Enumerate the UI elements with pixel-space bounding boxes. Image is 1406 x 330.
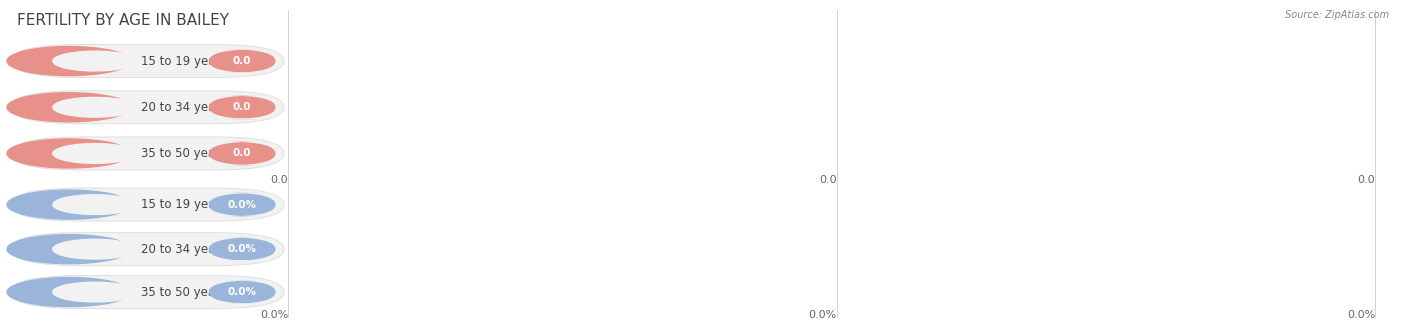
FancyBboxPatch shape — [208, 49, 276, 73]
Circle shape — [7, 235, 131, 264]
Circle shape — [53, 195, 136, 214]
Circle shape — [53, 144, 136, 163]
Circle shape — [53, 51, 136, 71]
Circle shape — [7, 139, 131, 168]
FancyBboxPatch shape — [11, 233, 284, 266]
FancyBboxPatch shape — [208, 237, 276, 261]
Text: 20 to 34 years: 20 to 34 years — [141, 243, 226, 256]
FancyBboxPatch shape — [11, 188, 284, 221]
Text: 0.0%: 0.0% — [260, 310, 288, 320]
Text: 0.0: 0.0 — [233, 148, 252, 158]
Text: 0.0%: 0.0% — [228, 200, 257, 210]
Circle shape — [7, 93, 131, 122]
Circle shape — [53, 97, 136, 117]
Text: 20 to 34 years: 20 to 34 years — [141, 101, 226, 114]
Text: 0.0: 0.0 — [233, 102, 252, 112]
Text: 0.0%: 0.0% — [808, 310, 837, 320]
Circle shape — [7, 47, 131, 76]
Text: 0.0%: 0.0% — [1347, 310, 1375, 320]
Text: Source: ZipAtlas.com: Source: ZipAtlas.com — [1285, 10, 1389, 20]
Circle shape — [53, 239, 136, 259]
Text: 15 to 19 years: 15 to 19 years — [141, 198, 226, 211]
Text: 0.0%: 0.0% — [228, 287, 257, 297]
Text: 0.0: 0.0 — [233, 56, 252, 66]
FancyBboxPatch shape — [208, 280, 276, 304]
Text: 0.0%: 0.0% — [228, 244, 257, 254]
FancyBboxPatch shape — [11, 137, 284, 170]
Circle shape — [53, 282, 136, 302]
Circle shape — [7, 190, 131, 219]
FancyBboxPatch shape — [208, 95, 276, 119]
Text: 35 to 50 years: 35 to 50 years — [141, 285, 226, 299]
Text: 35 to 50 years: 35 to 50 years — [141, 147, 226, 160]
Text: 15 to 19 years: 15 to 19 years — [141, 54, 226, 68]
FancyBboxPatch shape — [208, 142, 276, 165]
Text: FERTILITY BY AGE IN BAILEY: FERTILITY BY AGE IN BAILEY — [17, 13, 229, 28]
Text: 0.0: 0.0 — [818, 175, 837, 185]
FancyBboxPatch shape — [11, 45, 284, 78]
Text: 0.0: 0.0 — [1357, 175, 1375, 185]
FancyBboxPatch shape — [11, 276, 284, 309]
FancyBboxPatch shape — [208, 193, 276, 216]
Text: 0.0: 0.0 — [270, 175, 288, 185]
Circle shape — [7, 278, 131, 307]
FancyBboxPatch shape — [11, 91, 284, 124]
